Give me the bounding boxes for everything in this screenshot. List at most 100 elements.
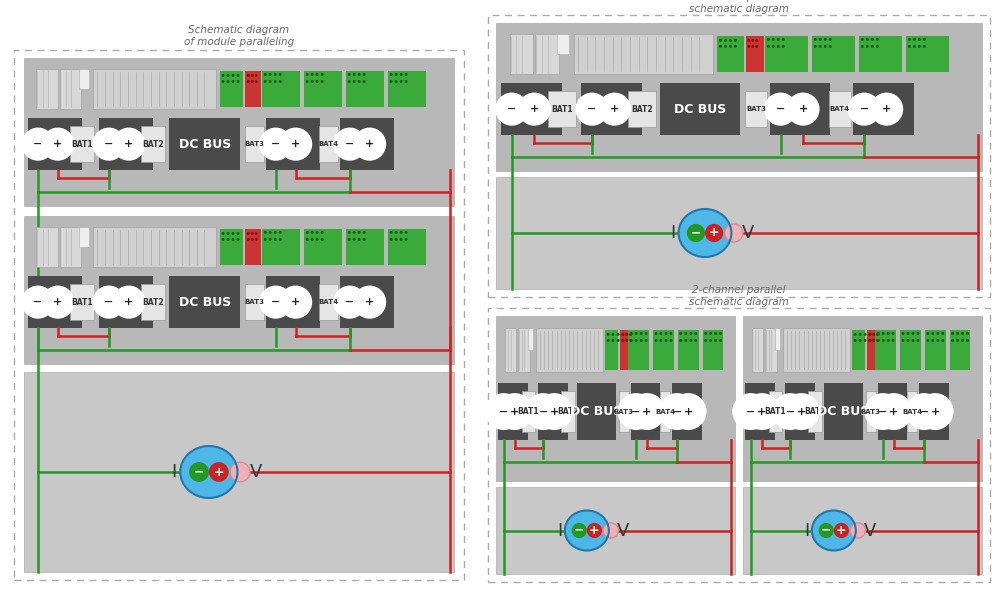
Bar <box>340 276 394 328</box>
Text: V: V <box>250 463 262 481</box>
Circle shape <box>41 128 74 161</box>
Circle shape <box>603 523 618 538</box>
Bar <box>867 330 876 370</box>
Bar <box>628 330 649 370</box>
Circle shape <box>772 45 775 48</box>
Circle shape <box>906 393 943 430</box>
Circle shape <box>814 38 817 41</box>
Circle shape <box>400 80 403 83</box>
Circle shape <box>269 231 272 234</box>
Text: I: I <box>171 463 176 481</box>
Circle shape <box>786 92 820 126</box>
Bar <box>496 177 982 289</box>
Circle shape <box>777 45 780 48</box>
Text: +: + <box>797 406 806 417</box>
Circle shape <box>869 333 872 336</box>
Text: I: I <box>670 224 675 242</box>
Circle shape <box>635 332 638 335</box>
Circle shape <box>390 238 393 241</box>
Circle shape <box>709 339 712 342</box>
Text: +: + <box>365 297 374 307</box>
Bar <box>536 328 603 372</box>
Circle shape <box>316 231 319 234</box>
Circle shape <box>259 285 292 319</box>
Circle shape <box>247 232 250 235</box>
Circle shape <box>901 339 904 342</box>
Circle shape <box>598 92 631 126</box>
Text: BAT1: BAT1 <box>517 407 539 416</box>
Circle shape <box>876 45 879 48</box>
Circle shape <box>923 38 926 41</box>
Text: −: − <box>33 139 43 149</box>
Circle shape <box>911 332 914 335</box>
Circle shape <box>892 332 895 335</box>
Circle shape <box>625 339 628 342</box>
Bar <box>14 50 464 580</box>
Circle shape <box>829 45 832 48</box>
Text: +: + <box>124 297 133 307</box>
Bar <box>812 36 855 72</box>
Circle shape <box>704 339 707 342</box>
Circle shape <box>536 393 573 430</box>
Text: DC BUS: DC BUS <box>179 138 231 151</box>
Circle shape <box>400 238 403 241</box>
Text: +: + <box>530 104 539 114</box>
Bar <box>220 229 243 265</box>
Circle shape <box>645 339 648 342</box>
Text: +: + <box>798 104 808 114</box>
Bar <box>488 308 990 582</box>
Text: +: + <box>930 406 940 417</box>
Circle shape <box>496 393 533 430</box>
Circle shape <box>255 74 258 77</box>
Circle shape <box>353 285 386 319</box>
Text: V: V <box>864 522 876 539</box>
Text: −: − <box>878 406 888 417</box>
Circle shape <box>607 333 610 336</box>
Circle shape <box>612 339 615 342</box>
Circle shape <box>237 232 240 235</box>
Bar <box>501 83 562 135</box>
Bar <box>28 276 82 328</box>
Circle shape <box>274 238 277 241</box>
Text: +: + <box>213 465 224 479</box>
Text: −: − <box>33 297 43 307</box>
Bar <box>498 383 528 440</box>
Circle shape <box>405 73 408 76</box>
Circle shape <box>868 339 871 342</box>
Circle shape <box>227 238 230 241</box>
Text: −: − <box>776 104 785 114</box>
Circle shape <box>621 339 624 342</box>
Circle shape <box>333 128 366 161</box>
Circle shape <box>664 339 667 342</box>
Bar <box>99 118 153 170</box>
Text: +: + <box>124 139 133 149</box>
Circle shape <box>353 128 386 161</box>
Circle shape <box>869 339 872 342</box>
Circle shape <box>112 285 145 319</box>
Circle shape <box>232 238 235 241</box>
Text: 4-channel parallel
schematic diagram: 4-channel parallel schematic diagram <box>689 0 789 14</box>
Text: BAT2: BAT2 <box>631 105 653 114</box>
Ellipse shape <box>180 446 238 498</box>
Circle shape <box>363 73 366 76</box>
Bar <box>783 328 850 372</box>
Circle shape <box>913 38 916 41</box>
Circle shape <box>227 74 230 77</box>
Text: I: I <box>804 522 809 539</box>
Text: −: − <box>786 406 795 417</box>
Circle shape <box>630 332 633 335</box>
Bar <box>262 229 300 265</box>
Circle shape <box>783 393 820 430</box>
Bar <box>60 228 81 267</box>
Circle shape <box>859 339 862 342</box>
Bar <box>925 330 946 370</box>
Circle shape <box>916 339 919 342</box>
Circle shape <box>222 238 225 241</box>
Circle shape <box>669 332 672 335</box>
Circle shape <box>269 80 272 83</box>
Text: DC BUS: DC BUS <box>674 103 726 116</box>
Circle shape <box>659 339 662 342</box>
Circle shape <box>956 332 959 335</box>
Circle shape <box>237 74 240 77</box>
Circle shape <box>734 45 737 48</box>
